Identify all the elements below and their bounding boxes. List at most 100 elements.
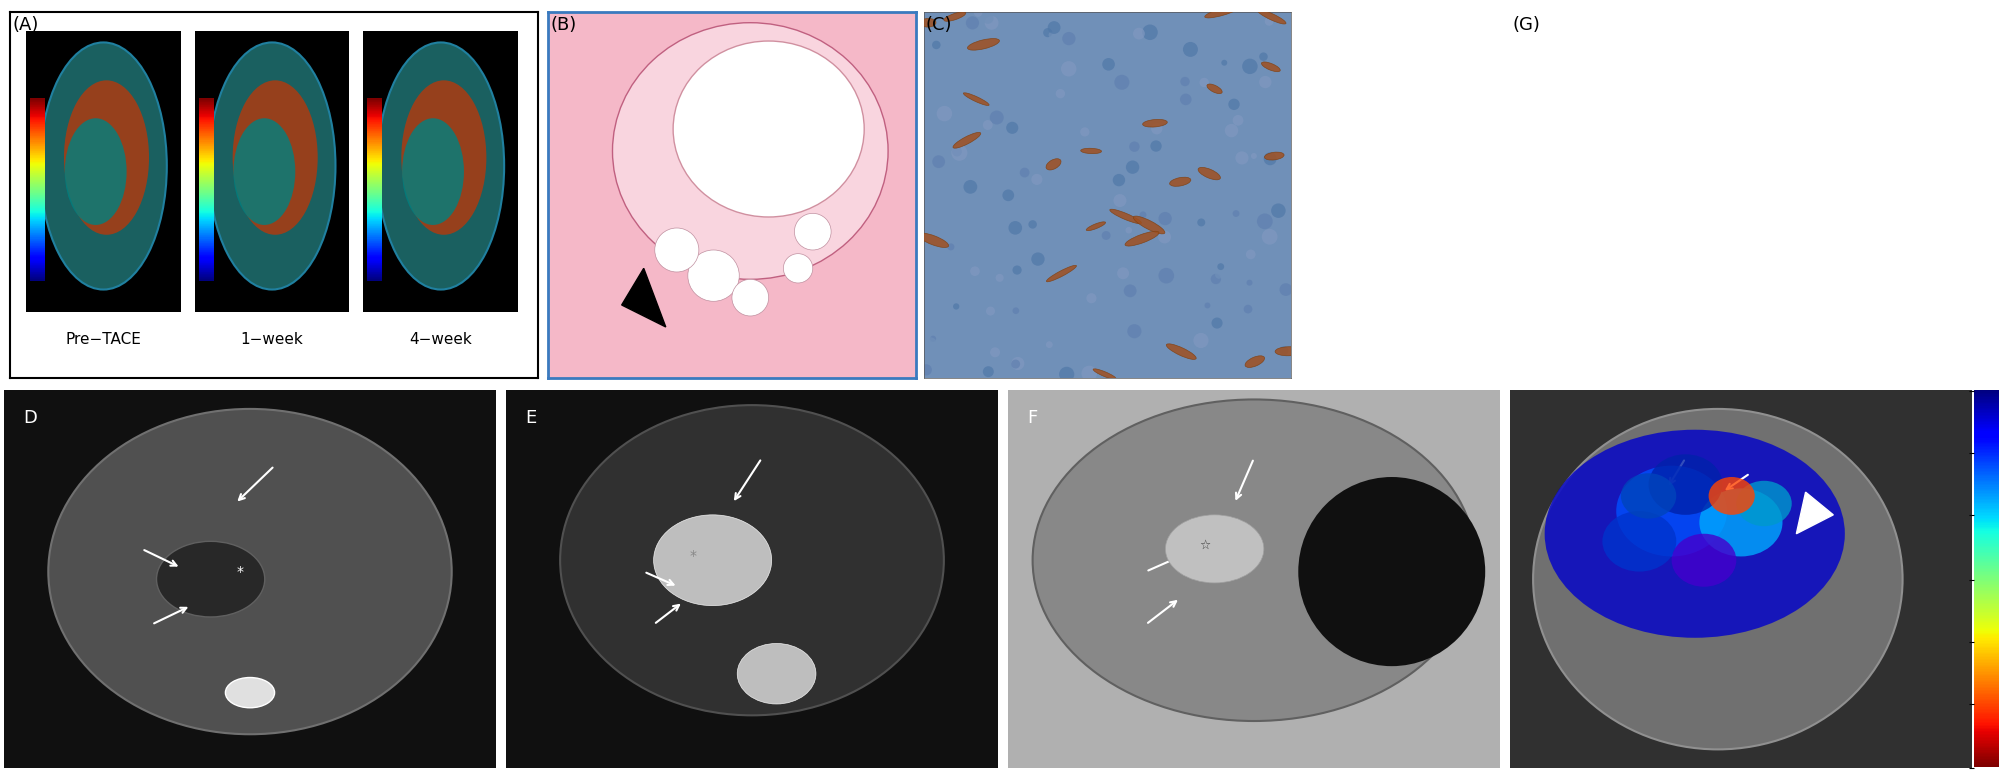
Ellipse shape: [401, 80, 486, 235]
Ellipse shape: [1032, 399, 1475, 721]
Circle shape: [1192, 333, 1208, 348]
Circle shape: [1032, 253, 1044, 266]
Text: (A): (A): [12, 16, 38, 34]
Circle shape: [951, 147, 961, 157]
Ellipse shape: [1264, 152, 1282, 160]
Circle shape: [1048, 21, 1060, 34]
Circle shape: [1060, 61, 1076, 76]
Ellipse shape: [1244, 356, 1264, 367]
Ellipse shape: [953, 133, 979, 148]
Circle shape: [1128, 141, 1140, 152]
Ellipse shape: [48, 409, 452, 734]
Text: E: E: [526, 409, 536, 427]
Circle shape: [1648, 454, 1722, 515]
Circle shape: [1058, 367, 1074, 382]
Circle shape: [965, 16, 979, 30]
Ellipse shape: [233, 80, 317, 235]
Circle shape: [1234, 151, 1248, 165]
Circle shape: [1250, 153, 1256, 159]
Circle shape: [1258, 52, 1266, 61]
Circle shape: [1204, 303, 1210, 308]
Circle shape: [1116, 268, 1128, 279]
Circle shape: [1158, 268, 1174, 283]
Circle shape: [1152, 306, 1168, 321]
Circle shape: [1012, 357, 1024, 370]
Text: (B): (B): [550, 16, 576, 34]
Circle shape: [1260, 229, 1276, 245]
Circle shape: [1232, 210, 1238, 217]
Circle shape: [783, 254, 813, 283]
Text: *: *: [237, 565, 243, 579]
Circle shape: [1062, 32, 1076, 45]
Circle shape: [1102, 231, 1110, 240]
Circle shape: [1114, 75, 1128, 90]
Circle shape: [1252, 186, 1264, 197]
Circle shape: [1004, 337, 1020, 352]
Circle shape: [929, 335, 935, 342]
Ellipse shape: [64, 80, 149, 235]
Circle shape: [1054, 23, 1068, 37]
Ellipse shape: [919, 19, 935, 27]
Circle shape: [1142, 24, 1158, 40]
Circle shape: [1224, 124, 1238, 137]
Ellipse shape: [1260, 62, 1280, 72]
Circle shape: [1126, 227, 1132, 233]
Ellipse shape: [40, 42, 167, 289]
Circle shape: [1232, 115, 1242, 126]
Circle shape: [1270, 204, 1284, 218]
Ellipse shape: [1198, 168, 1220, 180]
Circle shape: [989, 347, 999, 357]
Ellipse shape: [1299, 477, 1485, 666]
Circle shape: [947, 243, 953, 250]
Circle shape: [1158, 212, 1172, 225]
Circle shape: [737, 644, 815, 704]
Ellipse shape: [963, 93, 989, 105]
Circle shape: [1032, 174, 1042, 185]
Ellipse shape: [1256, 9, 1284, 24]
Circle shape: [1158, 231, 1170, 243]
Circle shape: [654, 515, 771, 605]
Circle shape: [963, 180, 977, 193]
Text: (C): (C): [925, 16, 951, 34]
Circle shape: [1052, 282, 1066, 296]
Circle shape: [953, 303, 959, 310]
Circle shape: [935, 106, 951, 122]
Ellipse shape: [1142, 119, 1166, 127]
Ellipse shape: [1274, 347, 1301, 356]
Circle shape: [969, 267, 979, 276]
Circle shape: [1076, 226, 1088, 239]
Circle shape: [1210, 317, 1222, 328]
Circle shape: [1012, 265, 1022, 275]
Ellipse shape: [612, 23, 887, 279]
Circle shape: [1112, 174, 1124, 186]
Circle shape: [1174, 116, 1184, 126]
Circle shape: [1140, 211, 1146, 218]
Ellipse shape: [64, 119, 126, 225]
Circle shape: [1046, 341, 1052, 348]
Circle shape: [931, 155, 945, 168]
Ellipse shape: [1080, 148, 1102, 154]
Ellipse shape: [560, 405, 943, 715]
Circle shape: [1012, 307, 1020, 314]
Circle shape: [1258, 76, 1270, 88]
Circle shape: [1006, 122, 1018, 134]
Ellipse shape: [225, 678, 275, 707]
Circle shape: [1270, 281, 1282, 292]
Ellipse shape: [1046, 265, 1076, 282]
Circle shape: [1616, 466, 1726, 556]
Circle shape: [1264, 17, 1272, 26]
Ellipse shape: [1206, 84, 1222, 94]
Circle shape: [1182, 42, 1198, 57]
Ellipse shape: [1168, 177, 1190, 186]
Circle shape: [923, 337, 937, 350]
Circle shape: [1198, 78, 1208, 87]
Circle shape: [1214, 271, 1222, 278]
Ellipse shape: [672, 41, 863, 217]
Circle shape: [1102, 161, 1114, 172]
Circle shape: [1190, 133, 1204, 147]
Ellipse shape: [943, 12, 965, 21]
Circle shape: [1028, 220, 1036, 229]
Circle shape: [1008, 241, 1022, 254]
Circle shape: [1232, 258, 1240, 266]
Circle shape: [795, 213, 831, 250]
